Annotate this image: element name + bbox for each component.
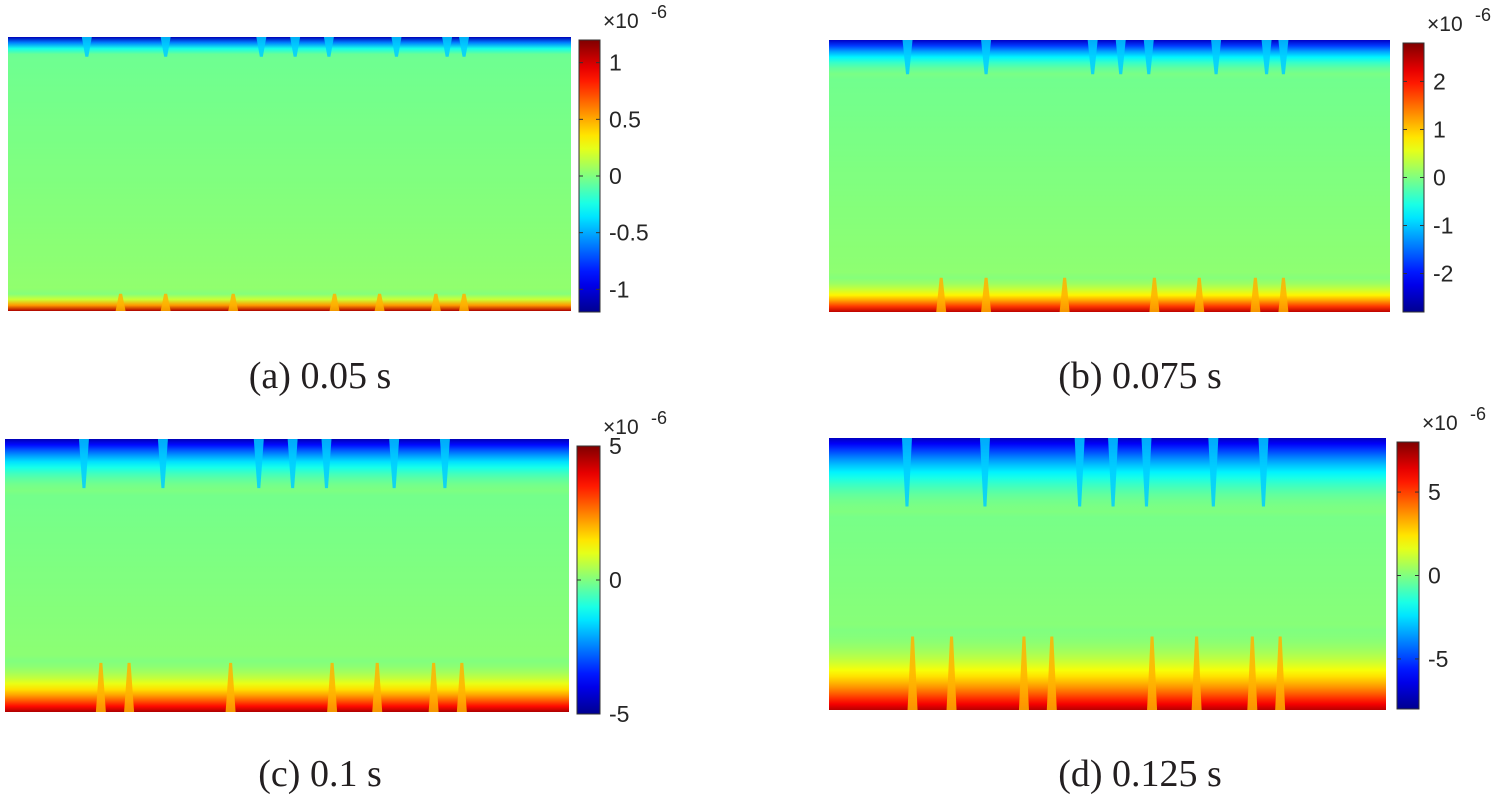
colorbar-exponent: -6 — [1470, 404, 1486, 424]
heatmap-spike — [981, 40, 992, 75]
heatmap-spike — [459, 37, 470, 57]
heatmap-spike — [1191, 636, 1202, 710]
heatmap-spike — [124, 662, 135, 712]
heatmap-spike — [428, 662, 439, 712]
colorbar-tick-label: 5 — [1428, 479, 1441, 505]
colorbar-multiplier: ×10 — [1422, 412, 1458, 435]
heatmap-spike — [979, 438, 990, 507]
heatmap-spike — [78, 439, 89, 489]
heatmap-spike — [1261, 40, 1272, 75]
heatmap-spike — [115, 293, 126, 311]
heatmap-field — [5, 439, 569, 712]
heatmap-spike — [430, 293, 441, 311]
heatmap-field — [8, 37, 571, 311]
heatmap-spike — [389, 439, 400, 489]
colorbar-tick-label: -1 — [1433, 213, 1453, 239]
heatmap-spike — [157, 439, 168, 489]
heatmap-spike — [456, 662, 467, 712]
colorbar-tick-label: -5 — [1428, 646, 1448, 672]
colorbar-exponent: -6 — [651, 408, 667, 428]
heatmap-field — [829, 40, 1390, 312]
heatmap-spike — [1074, 438, 1085, 507]
heatmap-spike — [1250, 277, 1261, 312]
heatmap-spike — [391, 37, 402, 57]
panel-caption: (b) 0.075 s — [1058, 355, 1222, 397]
colorbar-multiplier: ×10 — [603, 10, 639, 33]
heatmap-spike — [1018, 636, 1029, 710]
heatmap-spike — [459, 293, 470, 311]
heatmap-spike — [1211, 40, 1222, 75]
heatmap-spike — [1147, 636, 1158, 710]
heatmap-spike — [1115, 40, 1126, 75]
colorbar-tick-label: 2 — [1433, 68, 1446, 94]
heatmap-spike — [1143, 40, 1154, 75]
heatmap-spike — [936, 277, 947, 312]
heatmap-spike — [1141, 438, 1152, 507]
heatmap-spike — [160, 293, 171, 311]
colorbar-tick-label: 0 — [609, 163, 622, 189]
panel-caption: (c) 0.1 s — [258, 753, 381, 795]
heatmap-spike — [253, 439, 264, 489]
heatmap-spike — [228, 293, 239, 311]
colorbar-exponent: -6 — [1475, 5, 1491, 25]
heatmap-field — [829, 438, 1386, 710]
heatmap-spike — [1278, 40, 1289, 75]
panel-caption: (a) 0.05 s — [249, 355, 391, 397]
heatmap-spike — [160, 37, 171, 57]
heatmap-spike — [290, 37, 301, 57]
heatmap-spike — [1059, 277, 1070, 312]
heatmap-spike — [981, 277, 992, 312]
colorbar-tick-label: 0.5 — [609, 106, 641, 132]
panel-d: -5 0 5 ×10 -6 (d) 0.125 s — [829, 404, 1486, 795]
heatmap-spike — [256, 37, 267, 57]
colorbar-tick-label: 0 — [1433, 165, 1446, 191]
heatmap-spike — [329, 293, 340, 311]
heatmap-spike — [902, 40, 913, 75]
heatmap-spike — [1258, 438, 1269, 507]
heatmap-spike — [1275, 636, 1286, 710]
heatmap-spike — [321, 439, 332, 489]
heatmap-spike — [327, 662, 338, 712]
heatmap-spike — [95, 662, 106, 712]
heatmap-spike — [1149, 277, 1160, 312]
panel-caption: (d) 0.125 s — [1058, 753, 1222, 795]
heatmap-spike — [1278, 277, 1289, 312]
heatmap-spike — [81, 37, 92, 57]
panel-a: -1 -0.5 0 0.5 1 ×10 -6 (a) 0.05 s — [8, 2, 667, 397]
heatmap-spike — [225, 662, 236, 712]
panel-b: -2 -1 0 1 2 ×10 -6 (b) 0.075 s — [829, 5, 1491, 397]
heatmap-spike — [372, 662, 383, 712]
colorbar-tick-label: 5 — [609, 433, 622, 459]
panel-c: -5 0 5×10 -6 (c) 0.1 s — [5, 408, 667, 795]
colorbar-tick-label: -5 — [609, 701, 629, 727]
colorbar-tick-label: 1 — [609, 50, 622, 76]
heatmap-spike — [907, 636, 918, 710]
colorbar-multiplier: ×10 — [1427, 13, 1463, 36]
colorbar-tick-label: -2 — [1433, 261, 1453, 287]
colorbar-tick-label: 0 — [1428, 563, 1441, 589]
heatmap-spike — [1247, 636, 1258, 710]
heatmap-spike — [323, 37, 334, 57]
heatmap-spike — [1087, 40, 1098, 75]
heatmap-spike — [287, 439, 298, 489]
colorbar-multiplier: ×10 — [603, 416, 639, 439]
heatmap-spike — [901, 438, 912, 507]
heatmap-spike — [374, 293, 385, 311]
heatmap-spike — [1108, 438, 1119, 507]
heatmap-spike — [946, 636, 957, 710]
heatmap-spike — [442, 37, 453, 57]
heatmap-spike — [1208, 438, 1219, 507]
colorbar-tick-label: -1 — [609, 276, 629, 302]
heatmap-spike — [1194, 277, 1205, 312]
colorbar-tick-label: 0 — [609, 567, 622, 593]
heatmap-spike — [1046, 636, 1057, 710]
colorbar-exponent: -6 — [651, 2, 667, 22]
colorbar-tick-label: 1 — [1433, 116, 1446, 142]
colorbar-tick-label: -0.5 — [609, 220, 649, 246]
heatmap-spike — [439, 439, 450, 489]
